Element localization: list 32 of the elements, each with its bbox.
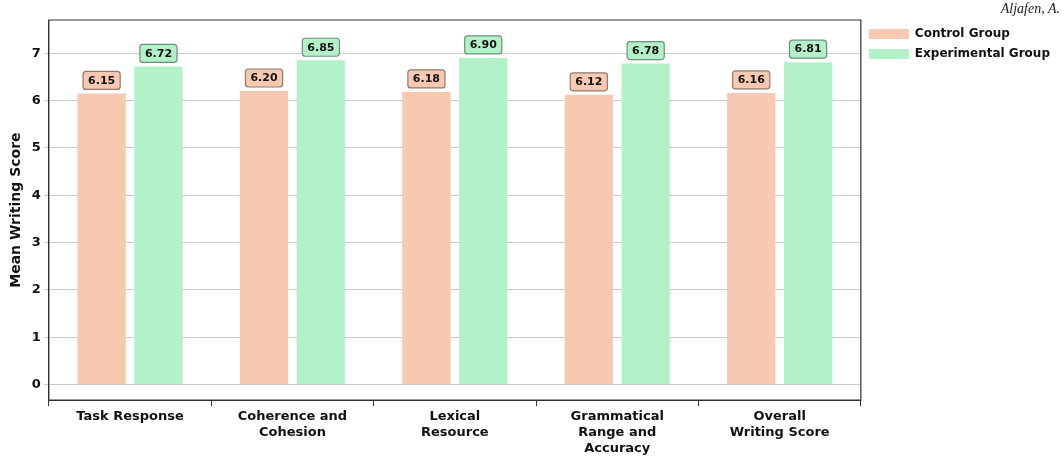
legend-label: Experimental Group	[914, 46, 1051, 61]
bar	[77, 93, 126, 385]
data-label: 6.20	[250, 71, 278, 85]
x-tick-label: Task Response	[76, 408, 184, 424]
data-label: 6.18	[412, 72, 440, 86]
bar	[783, 62, 833, 385]
data-label: 6.15	[88, 73, 116, 87]
data-label: 6.16	[737, 73, 766, 87]
y-axis-title: Mean Writing Score	[7, 132, 24, 288]
y-tick-label: 0	[31, 375, 41, 391]
x-tick-label: Grammatical Range and Accuracy	[570, 408, 664, 455]
data-label: 6.81	[794, 42, 822, 56]
data-label: 6.78	[632, 43, 660, 57]
y-tick-label: 1	[31, 328, 41, 344]
bar	[134, 66, 183, 385]
data-label: 6.85	[307, 40, 335, 54]
legend-label: Control Group	[914, 26, 1011, 41]
bar	[239, 91, 289, 385]
y-tick-label: 5	[31, 139, 41, 155]
y-tick-label: 4	[31, 186, 41, 202]
y-tick-label: 7	[31, 44, 41, 60]
x-tick-label: Lexical Resource	[421, 408, 489, 439]
y-tick-label: 2	[31, 281, 41, 297]
bar	[296, 60, 346, 385]
y-tick-label: 6	[31, 91, 41, 107]
x-tick-label: Overall Writing Score	[729, 408, 830, 439]
x-tick-label: Coherence and Cohesion	[237, 408, 348, 439]
y-tick-label: 3	[31, 233, 41, 249]
data-label: 6.72	[144, 46, 173, 60]
data-label: 6.90	[469, 38, 498, 52]
text: Aljafen, A.	[999, 0, 1060, 16]
data-label: 6.12	[575, 75, 603, 89]
